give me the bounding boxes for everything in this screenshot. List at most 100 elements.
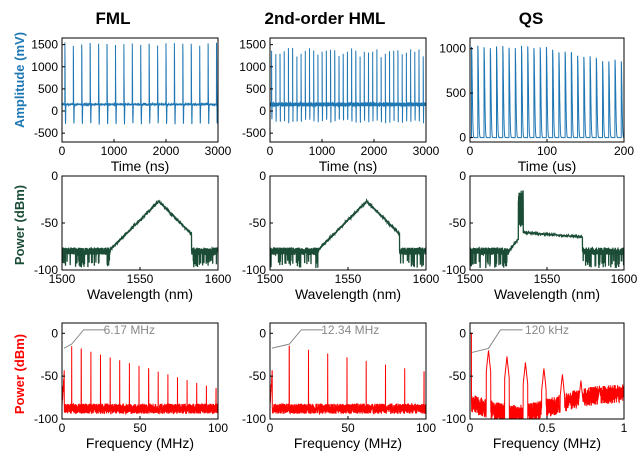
annotation-leader xyxy=(471,329,523,353)
x-tick-label: 1500 xyxy=(49,272,76,286)
x-tick-label: 2000 xyxy=(361,144,388,158)
series-line xyxy=(470,332,624,419)
y-tick-label: 0 xyxy=(259,104,266,118)
y-tick-label: 500 xyxy=(246,82,266,96)
x-axis-label: Time (us) xyxy=(518,158,577,174)
y-tick-label: -100 xyxy=(34,263,58,277)
y-tick-label: -500 xyxy=(34,126,58,140)
column-title-hml: 2nd-order HML xyxy=(265,9,386,28)
y-tick-label: -100 xyxy=(242,263,266,277)
panel-2-1: 0 50 100 -100 -50 0 Frequency (MHz) 12.34 MHz xyxy=(242,322,436,451)
annotation-label: 6.17 MHz xyxy=(104,323,155,337)
axes-frame xyxy=(269,37,427,143)
annotation-label: 12.34 MHz xyxy=(321,323,379,337)
y-tick-label: 0 xyxy=(51,104,58,118)
y-tick-label: 500 xyxy=(38,82,58,96)
series-line xyxy=(270,345,426,416)
y-tick-label: -100 xyxy=(242,412,266,426)
x-tick-label: 1500 xyxy=(257,272,284,286)
panel-1-2: 1500 1550 1600 -100 -50 0 Wavelength (nm) xyxy=(442,169,638,302)
axes-frame xyxy=(61,37,219,143)
x-tick-label: 100 xyxy=(416,421,436,435)
x-axis-label: Wavelength (nm) xyxy=(87,286,193,302)
x-tick-label: 0 xyxy=(467,421,474,435)
x-tick-label: 1500 xyxy=(457,272,484,286)
y-tick-label: -50 xyxy=(41,216,59,230)
y-tick-label: -100 xyxy=(442,412,466,426)
series-line xyxy=(62,346,218,416)
annotation-label: 120 kHz xyxy=(525,323,569,337)
x-tick-label: 1600 xyxy=(205,272,232,286)
y-tick-label: -100 xyxy=(442,263,466,277)
y-tick-label: 1000 xyxy=(31,60,58,74)
y-tick-label: 1500 xyxy=(31,38,58,52)
x-axis-label: Frequency (MHz) xyxy=(86,435,194,451)
row1-ylabel: Amplitude (mV) xyxy=(12,32,27,128)
x-axis-label: Time (ns) xyxy=(111,158,170,174)
row3-ylabel: Power (dBm) xyxy=(12,334,27,414)
series-line xyxy=(62,199,218,268)
panel-0-2: 0 100 200 0 500 1000 Time (us) xyxy=(439,37,634,174)
y-tick-label: 0 xyxy=(459,169,466,183)
y-tick-label: -50 xyxy=(41,369,59,383)
x-tick-label: 1 xyxy=(621,421,628,435)
x-tick-label: 100 xyxy=(537,144,557,158)
x-axis-label: Frequency (MHz) xyxy=(294,435,402,451)
x-tick-label: 1550 xyxy=(127,272,154,286)
y-tick-label: 1000 xyxy=(239,60,266,74)
y-tick-label: 0 xyxy=(259,326,266,340)
series-line xyxy=(470,190,624,269)
series-line xyxy=(470,45,624,139)
panel-1-1: 1500 1550 1600 -100 -50 0 Wavelength (nm) xyxy=(242,169,440,302)
y-tick-label: 0 xyxy=(51,326,58,340)
x-tick-label: 0.5 xyxy=(539,421,556,435)
x-axis-label: Frequency (MHz) xyxy=(493,435,601,451)
x-tick-label: 1000 xyxy=(101,144,128,158)
y-tick-label: 0 xyxy=(51,169,58,183)
panel-1-0: 1500 1550 1600 -100 -50 0 Wavelength (nm) xyxy=(34,169,232,302)
axes-frame xyxy=(469,175,625,271)
series-line xyxy=(270,198,426,269)
x-axis-label: Wavelength (nm) xyxy=(494,286,600,302)
x-tick-label: 1550 xyxy=(534,272,561,286)
panel-2-0: 0 50 100 -100 -50 0 Frequency (MHz) 6.17 MHz xyxy=(34,322,228,451)
y-tick-label: 0 xyxy=(459,131,466,145)
y-tick-label: 1000 xyxy=(439,42,466,56)
x-tick-label: 100 xyxy=(208,421,228,435)
column-title-fml: FML xyxy=(96,9,131,28)
x-tick-label: 1550 xyxy=(335,272,362,286)
x-tick-label: 0 xyxy=(267,421,274,435)
x-tick-label: 0 xyxy=(59,421,66,435)
x-tick-label: 0 xyxy=(267,144,274,158)
x-axis-label: Wavelength (nm) xyxy=(295,286,401,302)
y-tick-label: -50 xyxy=(449,216,467,230)
panel-2-2: 0 0.5 1 -100 -50 0 Frequency (MHz) 120 kHz xyxy=(442,322,628,451)
x-tick-label: 200 xyxy=(614,144,634,158)
y-tick-label: 0 xyxy=(259,169,266,183)
y-tick-label: 500 xyxy=(446,86,466,100)
annotation-leader xyxy=(271,329,324,349)
x-tick-label: 3000 xyxy=(205,144,232,158)
x-tick-label: 0 xyxy=(467,144,474,158)
y-tick-label: -500 xyxy=(242,126,266,140)
y-tick-label: -100 xyxy=(34,412,58,426)
x-tick-label: 1600 xyxy=(611,272,638,286)
x-tick-label: 2000 xyxy=(153,144,180,158)
y-tick-label: 0 xyxy=(459,326,466,340)
annotation-leader xyxy=(63,329,106,349)
y-tick-label: -50 xyxy=(449,369,467,383)
x-tick-label: 1000 xyxy=(309,144,336,158)
series-line xyxy=(62,42,218,125)
column-title-qs: QS xyxy=(519,9,544,28)
x-tick-label: 50 xyxy=(133,421,147,435)
x-tick-label: 3000 xyxy=(413,144,440,158)
row2-ylabel: Power (dBm) xyxy=(12,185,27,265)
y-tick-label: -50 xyxy=(249,369,267,383)
y-tick-label: 1500 xyxy=(239,38,266,52)
x-tick-label: 1600 xyxy=(413,272,440,286)
x-tick-label: 50 xyxy=(341,421,355,435)
y-tick-label: -50 xyxy=(249,216,267,230)
